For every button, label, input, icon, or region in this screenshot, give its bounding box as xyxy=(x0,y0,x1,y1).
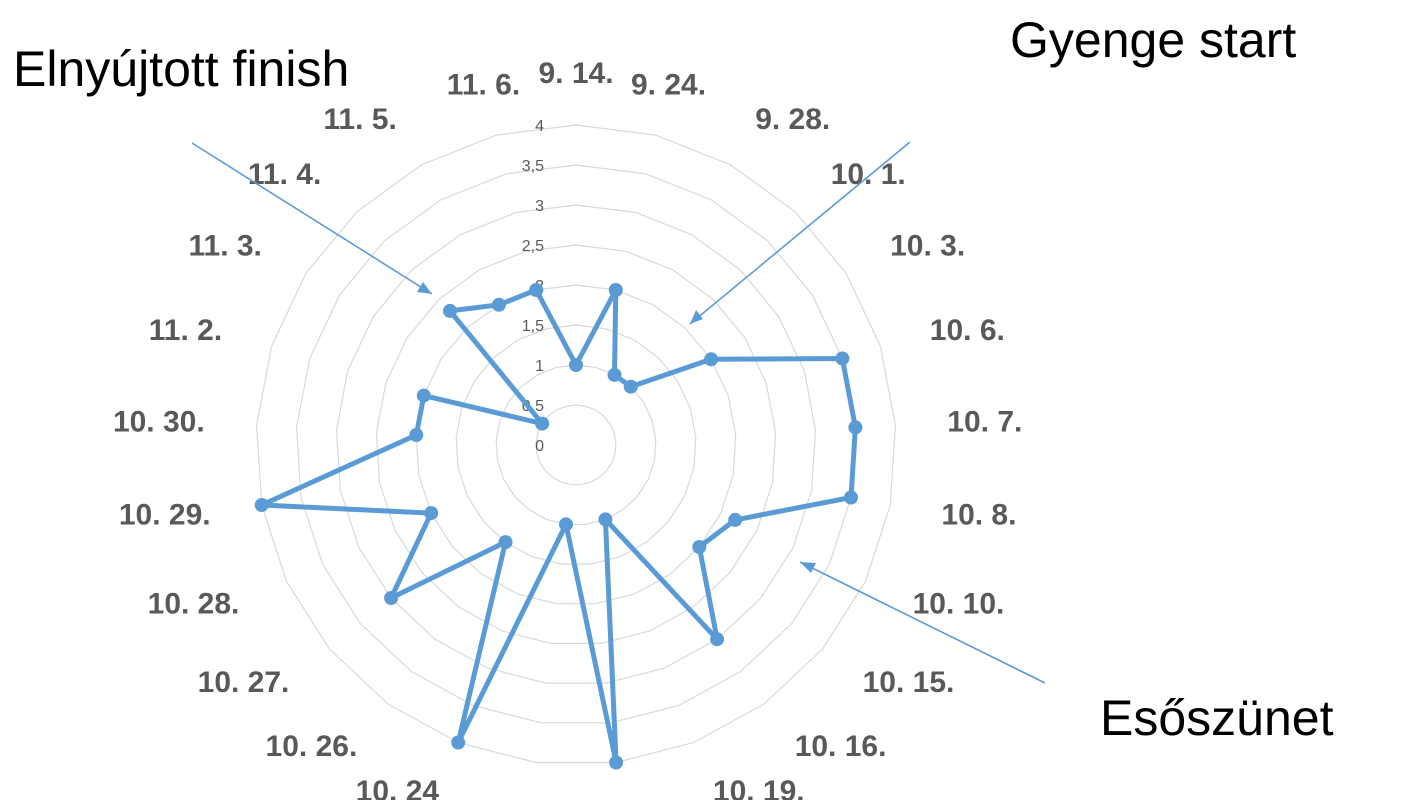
data-point xyxy=(535,416,550,431)
tick-label: 0 xyxy=(535,438,544,455)
annotation-elnyujtott-finish: Elnyújtott finish xyxy=(13,41,349,97)
arrow-esoszunet xyxy=(799,561,1046,684)
grid-ring xyxy=(415,284,737,605)
category-label: 11. 3. xyxy=(188,230,261,263)
category-label: 10. 24 xyxy=(356,775,440,800)
tick-label: 3,5 xyxy=(522,158,544,175)
category-label: 11. 5. xyxy=(323,103,396,136)
data-point xyxy=(848,420,863,435)
data-point xyxy=(728,512,743,527)
category-label: 11. 2. xyxy=(149,314,222,347)
category-label: 10. 8. xyxy=(941,499,1016,532)
category-label: 10. 23. xyxy=(484,798,576,800)
data-point xyxy=(559,517,573,532)
data-point xyxy=(443,303,457,318)
category-label: 10. 15. xyxy=(863,666,955,699)
category-label: 10. 10. xyxy=(913,587,1005,620)
data-point xyxy=(608,283,623,297)
annotation-arrows xyxy=(191,141,1046,684)
category-label: 10. 6. xyxy=(930,314,1005,347)
arrow-gyenge-start xyxy=(689,141,911,325)
category-label: 9. 24. xyxy=(631,69,706,102)
data-point xyxy=(704,352,719,367)
radar-grid xyxy=(255,124,897,764)
category-label: 10. 19. xyxy=(713,775,805,800)
data-point xyxy=(409,428,424,442)
category-label: 10. 7. xyxy=(947,406,1022,439)
arrow-head-esoszunet xyxy=(800,562,816,573)
category-label: 10. 26. xyxy=(266,730,358,763)
tick-label: 3 xyxy=(535,198,544,215)
data-point xyxy=(254,498,269,512)
data-point xyxy=(844,490,858,505)
tick-label: 1 xyxy=(535,358,544,375)
category-label: 10. 29. xyxy=(119,499,211,532)
data-point xyxy=(835,351,850,366)
data-point xyxy=(598,512,613,527)
series-layer xyxy=(254,283,863,770)
grid-ring xyxy=(335,204,817,684)
annotation-gyenge-start: Gyenge start xyxy=(1010,12,1296,68)
category-label: 10. 22. xyxy=(577,798,669,800)
tick-label: 1,5 xyxy=(522,318,544,335)
category-label: 11. 6. xyxy=(447,69,520,102)
data-point xyxy=(416,388,431,403)
category-label: 10. 1. xyxy=(831,158,906,191)
grid-ring xyxy=(495,364,657,526)
category-label: 10. 28. xyxy=(148,587,240,620)
category-label: 10. 30. xyxy=(113,406,205,439)
series-line xyxy=(259,287,858,765)
data-point xyxy=(607,367,622,382)
category-labels: 9. 14. 9. 24. 9. 28.10. 1. 10. 3. 10. 6. 10. … xyxy=(113,57,1022,800)
data-point xyxy=(384,591,399,605)
data-point xyxy=(498,535,513,550)
grid-ring xyxy=(375,244,777,645)
data-point xyxy=(623,379,638,394)
grid-ring xyxy=(295,164,857,724)
data-point xyxy=(609,755,624,770)
tick-label: 2,5 xyxy=(522,238,544,255)
data-point xyxy=(569,358,583,372)
arrow-head-elnyujtott-finish xyxy=(417,282,432,294)
grid-ring xyxy=(255,124,897,764)
radial-tick-labels: 00,511,522,533,54 xyxy=(522,118,544,455)
annotation-esoszunet: Esőszünet xyxy=(1100,690,1334,746)
data-point xyxy=(451,735,466,750)
category-label: 10. 27. xyxy=(198,666,290,699)
category-label: 10. 3. xyxy=(890,230,965,263)
arrow-elnyujtott-finish xyxy=(191,142,433,295)
data-point xyxy=(529,283,544,297)
grid-ring xyxy=(535,404,617,486)
data-point xyxy=(710,632,725,647)
category-label: 10. 16. xyxy=(795,730,887,763)
data-point xyxy=(692,540,707,554)
data-point xyxy=(424,506,439,521)
data-point xyxy=(491,297,506,312)
category-label: 9. 28. xyxy=(755,103,830,136)
category-label: 9. 14. xyxy=(538,57,613,90)
arrow-head-gyenge-start xyxy=(690,310,703,324)
tick-label: 4 xyxy=(535,118,544,135)
